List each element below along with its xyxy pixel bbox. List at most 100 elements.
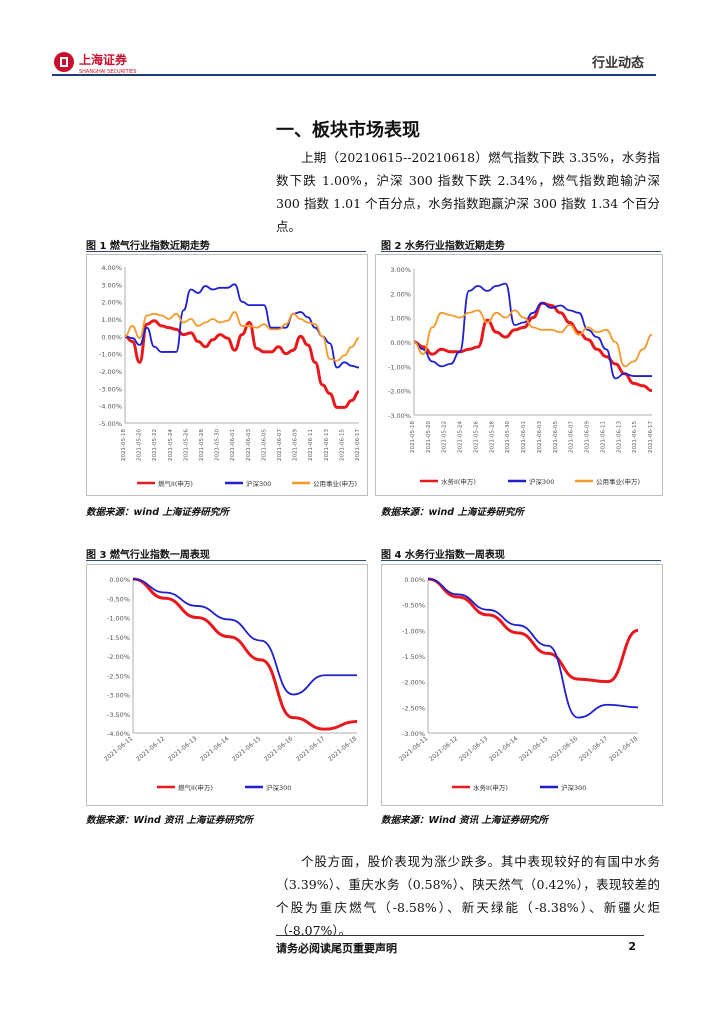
y-tick-label: -1.00% [99,351,122,359]
x-tick-label: 2021-06-15 [632,421,638,453]
logo-name: 上海证券 [79,52,128,67]
y-tick-label: -1.50% [402,653,425,661]
x-tick-label: 2021-05-24 [458,421,464,453]
series-line [124,319,360,409]
x-tick-label: 2021-06-15 [231,735,262,763]
x-tick-label: 2021-06-03 [246,429,252,461]
x-tick-label: 2021-05-28 [489,421,495,453]
y-tick-label: 2.00% [390,290,411,298]
x-tick-label: 2021-06-17 [648,421,654,453]
x-tick-label: 2021-05-18 [121,429,127,461]
x-tick-label: 2021-06-14 [199,735,230,763]
legend-label: 沪深300 [529,477,554,486]
y-tick-label: -3.00% [388,412,411,420]
y-tick-label: -2.00% [402,679,425,687]
y-tick-label: -2.00% [99,368,122,376]
legend-label: 燃气II(申万) [178,783,213,792]
series-line [132,577,358,731]
y-tick-label: 0.00% [404,576,425,584]
x-tick-label: 2021-06-16 [548,735,579,763]
x-tick-label: 2021-06-14 [488,735,519,763]
x-tick-label: 2021-06-15 [518,735,549,763]
series-line [132,578,357,696]
y-tick-label: 0.00% [390,339,411,347]
y-tick-label: -0.50% [107,595,130,603]
series-line [427,577,639,684]
x-tick-label: 2021-06-09 [585,421,591,453]
x-tick-label: 2021-05-22 [152,429,158,461]
x-tick-label: 2021-06-07 [277,429,283,461]
x-tick-label: 2021-06-11 [600,421,606,453]
y-tick-label: -1.00% [402,627,425,635]
x-tick-label: 2021-06-01 [230,429,236,461]
fig2-caption: 图 2 水务行业指数近期走势 [381,241,505,252]
y-tick-label: -4.00% [107,730,130,738]
series-line [413,309,653,368]
footer-disclaimer: 请务必阅读尾页重要声明 [276,942,397,955]
logo-subtitle: SHANGHAI SECURITIES [79,69,137,75]
x-tick-label: 2021-06-12 [428,735,459,763]
y-tick-label: -1.00% [107,615,130,623]
y-tick-label: 4.00% [101,264,122,272]
x-tick-label: 2021-05-30 [505,421,511,453]
section-title: 一、板块市场表现 [276,120,420,141]
x-tick-label: 2021-06-03 [537,421,543,453]
x-tick-label: 2021-06-12 [135,735,166,763]
y-tick-label: -1.00% [388,363,411,371]
legend-label: 沪深300 [246,479,271,488]
chart-water-week: 0.00% -0.50% -1.00% -1.50% -2.00% -2.50% -3.00… [381,564,663,806]
fig4-rule [381,560,661,561]
x-tick-label: 2021-06-11 [398,735,429,763]
fig1-caption: 图 1 燃气行业指数近期走势 [86,241,210,252]
fig3-caption: 图 3 燃气行业指数一周表现 [86,550,210,561]
chart-water-recent-svg: 3.00%2.00%1.00%0.00%-1.00%-2.00%-3.00%20… [388,266,654,486]
logo-mark-icon: 上海证券 SHANGHAI SECURITIES [54,52,137,75]
x-tick-label: 2021-05-20 [426,421,432,453]
stock-text: 个股方面，股价表现为涨少跌多。其中表现较好的有国中水务（3.39%）、重庆水务（… [276,854,660,938]
series-line [413,301,653,393]
legend-label: 燃气II(申万) [158,479,193,488]
legend-label: 沪深300 [561,783,586,792]
x-tick-label: 2021-06-18 [608,735,639,763]
x-tick-label: 2021-05-26 [473,421,479,453]
x-tick-label: 2021-06-17 [295,735,326,763]
x-tick-label: 2021-06-13 [458,735,489,763]
fig2-rule [381,251,661,252]
series-line [427,578,639,719]
legend-label: 公用事业(申万) [596,477,640,486]
x-tick-label: 2021-05-30 [215,429,221,461]
y-tick-label: -4.00% [99,403,122,411]
y-tick-label: 1.00% [390,315,411,323]
y-tick-label: -2.00% [388,388,411,396]
x-tick-label: 2021-05-26 [183,429,189,461]
fig4-caption: 图 4 水务行业指数一周表现 [381,550,505,561]
chart-gas-week: 0.00% -0.50% -1.00% -1.50% -2.00% -2.50% -3.00… [86,564,368,806]
fig4-source: 数据来源：Wind 资讯 上海证券研究所 [381,815,548,826]
intro-paragraph: 上期（20210615--20210618）燃气指数下跌 3.35%，水务指数下… [276,146,660,238]
report-type-label: 行业动态 [591,56,644,71]
legend-label: 沪深300 [266,783,291,792]
x-tick-label: 2021-06-13 [324,429,330,461]
fig3-source: 数据来源：Wind 资讯 上海证券研究所 [86,815,253,826]
y-tick-label: -3.50% [107,711,130,719]
x-tick-label: 2021-05-18 [410,421,416,453]
header-divider [52,74,656,76]
fig1-rule [86,251,366,252]
x-tick-label: 2021-06-01 [521,421,527,453]
y-tick-label: 0.00% [109,576,130,584]
y-tick-label: -3.00% [99,385,122,393]
y-tick-label: -2.00% [107,653,130,661]
y-tick-label: 0.00% [101,333,122,341]
intro-text: 上期（20210615--20210618）燃气指数下跌 3.35%，水务指数下… [276,150,660,234]
x-tick-label: 2021-05-22 [442,421,448,453]
chart-gas-week-svg: 0.00% -0.50% -1.00% -1.50% -2.00% -2.50% -3.00… [103,576,358,792]
x-tick-label: 2021-06-18 [327,735,358,763]
x-tick-label: 2021-06-13 [616,421,622,453]
x-tick-label: 2021-06-11 [308,429,314,461]
x-tick-label: 2021-06-17 [355,429,361,461]
x-tick-label: 2021-06-05 [261,429,267,461]
legend-label: 水务II(申万) [441,477,476,486]
chart-water-week-svg: 0.00% -0.50% -1.00% -1.50% -2.00% -2.50% -3.00… [398,576,639,792]
series-line [124,311,360,362]
stock-paragraph: 个股方面，股价表现为涨少跌多。其中表现较好的有国中水务（3.39%）、重庆水务（… [276,850,660,942]
